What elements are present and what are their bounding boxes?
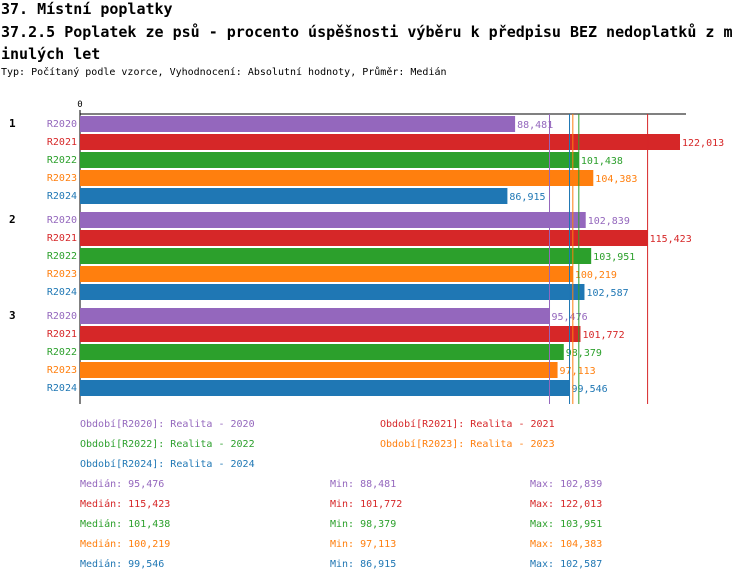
stat-max: Max: 104,383: [530, 539, 602, 550]
series-label: R2020: [47, 119, 77, 130]
bar-value-label: 97,113: [560, 366, 596, 377]
bar-value-label: 104,383: [595, 174, 637, 185]
series-label: R2021: [47, 233, 77, 244]
series-label: R2023: [47, 365, 77, 376]
bar-value-label: 115,423: [650, 234, 692, 245]
series-label: R2020: [47, 311, 77, 322]
series-label: R2023: [47, 269, 77, 280]
series-label: R2021: [47, 137, 77, 148]
stat-median: Medián: 101,438: [80, 518, 170, 530]
bar-value-label: 101,772: [582, 330, 624, 341]
stat-min: Min: 86,915: [330, 559, 396, 570]
bar-value-label: 101,438: [581, 156, 623, 167]
series-label: R2024: [47, 287, 77, 298]
bar-value-label: 98,379: [566, 348, 602, 359]
stat-max: Max: 102,839: [530, 479, 602, 490]
legend-item: Období[R2021]: Realita - 2021: [380, 418, 555, 430]
bar-value-label: 102,587: [586, 288, 628, 299]
bar-value-label: 103,951: [593, 252, 635, 263]
stat-min: Min: 98,379: [330, 519, 396, 530]
bar: [80, 326, 581, 342]
stat-max: Max: 122,013: [530, 499, 602, 510]
stat-max: Max: 102,587: [530, 559, 602, 570]
stat-min: Min: 101,772: [330, 499, 402, 510]
bar-value-label: 102,839: [588, 216, 630, 227]
series-label: R2024: [47, 191, 77, 202]
bar: [80, 380, 570, 396]
stat-max: Max: 103,951: [530, 519, 602, 530]
bar-value-label: 99,546: [572, 384, 608, 395]
legend-item: Období[R2023]: Realita - 2023: [380, 438, 555, 450]
group-label: 2: [9, 213, 16, 226]
axis-zero-label: 0: [77, 100, 82, 110]
series-label: R2021: [47, 329, 77, 340]
bar: [80, 284, 585, 300]
series-label: R2022: [47, 347, 77, 358]
bar-value-label: 88,481: [517, 120, 553, 131]
group-label: 1: [9, 117, 16, 130]
bar-value-label: 86,915: [509, 192, 545, 203]
legend-item: Období[R2024]: Realita - 2024: [80, 458, 255, 470]
bar: [80, 308, 550, 324]
bar: [80, 212, 586, 228]
stat-min: Min: 88,481: [330, 479, 396, 490]
group-label: 3: [9, 309, 16, 322]
series-label: R2022: [47, 251, 77, 262]
page-title: 37. Místní poplatky: [1, 0, 173, 18]
legend-item: Období[R2022]: Realita - 2022: [80, 438, 255, 450]
bar-value-label: 122,013: [682, 138, 724, 149]
legend-item: Období[R2020]: Realita - 2020: [80, 418, 255, 430]
chart-title: 37.2.5 Poplatek ze psů - procento úspěšn…: [1, 23, 733, 63]
bar: [80, 344, 564, 360]
bar: [80, 362, 558, 378]
bar: [80, 134, 680, 150]
series-label: R2024: [47, 383, 77, 394]
stat-min: Min: 97,113: [330, 539, 396, 550]
bar: [80, 230, 648, 246]
series-label: R2022: [47, 155, 77, 166]
bar-value-label: 100,219: [575, 270, 617, 281]
bar: [80, 266, 573, 282]
bar: [80, 152, 579, 168]
stat-median: Medián: 115,423: [80, 498, 170, 510]
bar: [80, 188, 508, 204]
bar: [80, 116, 516, 132]
series-label: R2020: [47, 215, 77, 226]
stat-median: Medián: 100,219: [80, 538, 170, 550]
bar: [80, 248, 592, 264]
chart-info: Typ: Počítaný podle vzorce, Vyhodnocení:…: [1, 67, 447, 78]
stat-median: Medián: 99,546: [80, 558, 164, 570]
bar: [80, 170, 594, 186]
stat-median: Medián: 95,476: [80, 478, 164, 490]
series-label: R2023: [47, 173, 77, 184]
